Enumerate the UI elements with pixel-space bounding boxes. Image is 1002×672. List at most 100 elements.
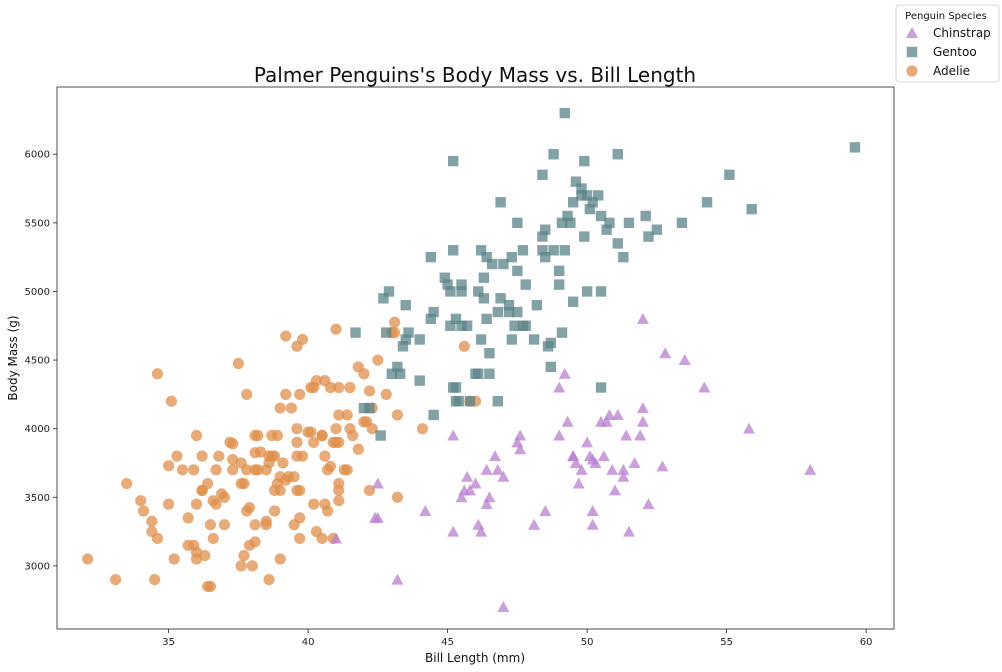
data-point-gentoo xyxy=(447,245,459,256)
data-point-adelie xyxy=(330,423,342,435)
data-point-chinstrap xyxy=(678,354,691,366)
data-point-gentoo xyxy=(548,149,559,160)
data-point-gentoo xyxy=(350,327,361,338)
data-point-adelie xyxy=(316,532,328,545)
data-point-gentoo xyxy=(540,251,551,263)
data-point-gentoo xyxy=(492,306,504,318)
data-point-gentoo xyxy=(386,368,397,379)
data-point-chinstrap xyxy=(391,573,404,585)
data-point-gentoo xyxy=(651,224,663,235)
data-point-chinstrap xyxy=(463,484,476,496)
data-point-gentoo xyxy=(595,286,607,297)
data-point-gentoo xyxy=(478,272,490,283)
legend: Penguin Species Chinstrap Gentoo Adelie xyxy=(895,4,1000,83)
data-point-chinstrap xyxy=(611,408,624,420)
y-tick-label: 4000 xyxy=(25,424,50,435)
data-point-adelie xyxy=(269,505,281,517)
data-point-chinstrap xyxy=(581,436,594,448)
data-point-gentoo xyxy=(537,169,548,181)
data-points xyxy=(82,107,861,613)
data-point-chinstrap xyxy=(628,456,641,468)
data-point-gentoo xyxy=(556,217,568,229)
data-point-gentoo xyxy=(450,396,462,407)
data-point-adelie xyxy=(296,333,309,346)
data-point-gentoo xyxy=(503,306,515,318)
legend-box xyxy=(895,4,1000,83)
data-point-adelie xyxy=(235,560,247,572)
data-point-chinstrap xyxy=(575,463,588,475)
data-point-adelie xyxy=(274,402,286,414)
data-point-gentoo xyxy=(537,245,548,256)
data-point-adelie xyxy=(341,409,353,421)
data-point-adelie xyxy=(135,495,147,507)
data-point-chinstrap xyxy=(447,429,460,441)
data-point-adelie xyxy=(190,498,203,510)
data-point-chinstrap xyxy=(480,463,493,475)
data-point-gentoo xyxy=(456,279,467,290)
data-point-adelie xyxy=(196,450,208,462)
data-point-gentoo xyxy=(506,251,517,263)
data-point-chinstrap xyxy=(497,601,510,613)
data-point-gentoo xyxy=(643,231,654,242)
data-point-gentoo xyxy=(570,176,582,187)
data-point-gentoo xyxy=(358,402,370,414)
legend-marker-adelie xyxy=(906,65,918,77)
legend-item-gentoo: Gentoo xyxy=(906,45,977,59)
data-point-chinstrap xyxy=(659,347,672,359)
data-point-gentoo xyxy=(481,313,492,325)
data-point-chinstrap xyxy=(617,463,630,475)
data-point-chinstrap xyxy=(497,470,510,482)
data-point-gentoo xyxy=(587,197,598,208)
data-point-adelie xyxy=(288,471,300,483)
data-point-adelie xyxy=(176,464,189,476)
data-point-chinstrap xyxy=(561,415,574,427)
data-point-chinstrap xyxy=(620,429,633,441)
data-point-adelie xyxy=(347,429,359,442)
data-point-chinstrap xyxy=(483,491,496,503)
data-point-gentoo xyxy=(461,320,473,331)
data-point-adelie xyxy=(363,484,376,497)
data-point-gentoo xyxy=(567,197,579,208)
data-point-gentoo xyxy=(581,190,593,201)
data-point-adelie xyxy=(330,323,342,335)
legend-label: Chinstrap xyxy=(933,26,991,40)
data-point-chinstrap xyxy=(371,477,384,489)
data-point-adelie xyxy=(249,519,261,531)
data-point-adelie xyxy=(249,536,261,548)
data-point-gentoo xyxy=(403,327,414,338)
data-point-adelie xyxy=(151,368,164,380)
data-point-adelie xyxy=(252,464,264,476)
data-point-adelie xyxy=(241,505,253,517)
data-point-adelie xyxy=(82,553,94,565)
series-gentoo xyxy=(350,107,861,441)
data-point-adelie xyxy=(163,498,175,510)
data-point-adelie xyxy=(294,388,306,400)
data-point-gentoo xyxy=(495,197,506,208)
data-point-gentoo xyxy=(565,217,576,229)
data-point-gentoo xyxy=(595,382,607,393)
legend-label: Adelie xyxy=(933,64,970,78)
data-point-gentoo xyxy=(520,279,531,290)
y-tick-label: 4500 xyxy=(25,356,50,367)
data-point-gentoo xyxy=(506,334,517,345)
data-point-adelie xyxy=(322,464,334,476)
data-point-adelie xyxy=(294,512,306,524)
data-point-adelie xyxy=(163,460,175,472)
data-point-gentoo xyxy=(364,402,375,414)
data-point-chinstrap xyxy=(804,463,817,475)
data-point-chinstrap xyxy=(480,498,493,510)
data-point-gentoo xyxy=(537,231,548,242)
data-point-adelie xyxy=(149,574,161,586)
data-point-adelie xyxy=(227,453,239,466)
data-point-adelie xyxy=(196,484,208,497)
data-point-gentoo xyxy=(595,210,607,222)
data-point-adelie xyxy=(308,498,320,510)
data-point-adelie xyxy=(121,477,133,490)
legend-title: Penguin Species xyxy=(905,11,987,22)
data-point-adelie xyxy=(218,519,230,531)
data-point-chinstrap xyxy=(572,477,585,489)
x-tick-labels: 35 40 45 50 55 60 xyxy=(162,629,872,648)
data-point-gentoo xyxy=(475,334,487,345)
data-point-adelie xyxy=(291,436,303,448)
data-point-gentoo xyxy=(604,217,615,229)
